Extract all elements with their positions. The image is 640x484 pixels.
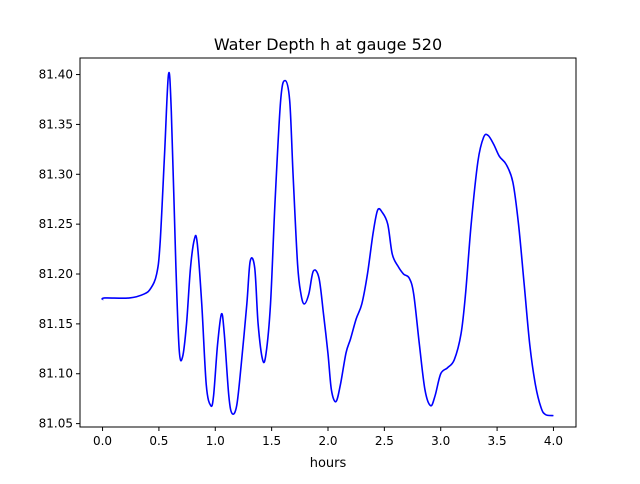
y-tick-label: 81.40 bbox=[39, 68, 73, 82]
series-line-h bbox=[101, 71, 554, 417]
x-tick-label: 1.0 bbox=[206, 434, 225, 448]
y-tick-label: 81.20 bbox=[39, 267, 73, 281]
y-tick-label: 81.35 bbox=[39, 117, 73, 131]
x-tick-label: 3.5 bbox=[488, 434, 507, 448]
x-axis-ticks: 0.0 0.5 1.0 1.5 2.0 2.5 3.0 3.5 4.0 bbox=[93, 427, 563, 448]
y-tick-label: 81.05 bbox=[39, 417, 73, 431]
x-tick-label: 2.5 bbox=[375, 434, 394, 448]
x-tick-label: 0.0 bbox=[93, 434, 112, 448]
chart-title: Water Depth h at gauge 520 bbox=[214, 35, 442, 54]
y-tick-label: 81.25 bbox=[39, 217, 73, 231]
y-tick-label: 81.15 bbox=[39, 317, 73, 331]
x-tick-label: 3.0 bbox=[431, 434, 450, 448]
y-axis-ticks: 81.05 81.10 81.15 81.20 81.25 81.30 81.35 81.40 bbox=[39, 68, 80, 431]
x-axis-label: hours bbox=[310, 456, 347, 471]
x-tick-label: 1.5 bbox=[262, 434, 281, 448]
axes-frame bbox=[79, 57, 577, 428]
x-tick-label: 4.0 bbox=[544, 434, 563, 448]
y-tick-label: 81.10 bbox=[39, 367, 73, 381]
x-tick-label: 0.5 bbox=[149, 434, 168, 448]
y-tick-label: 81.30 bbox=[39, 167, 73, 181]
x-tick-label: 2.0 bbox=[318, 434, 337, 448]
